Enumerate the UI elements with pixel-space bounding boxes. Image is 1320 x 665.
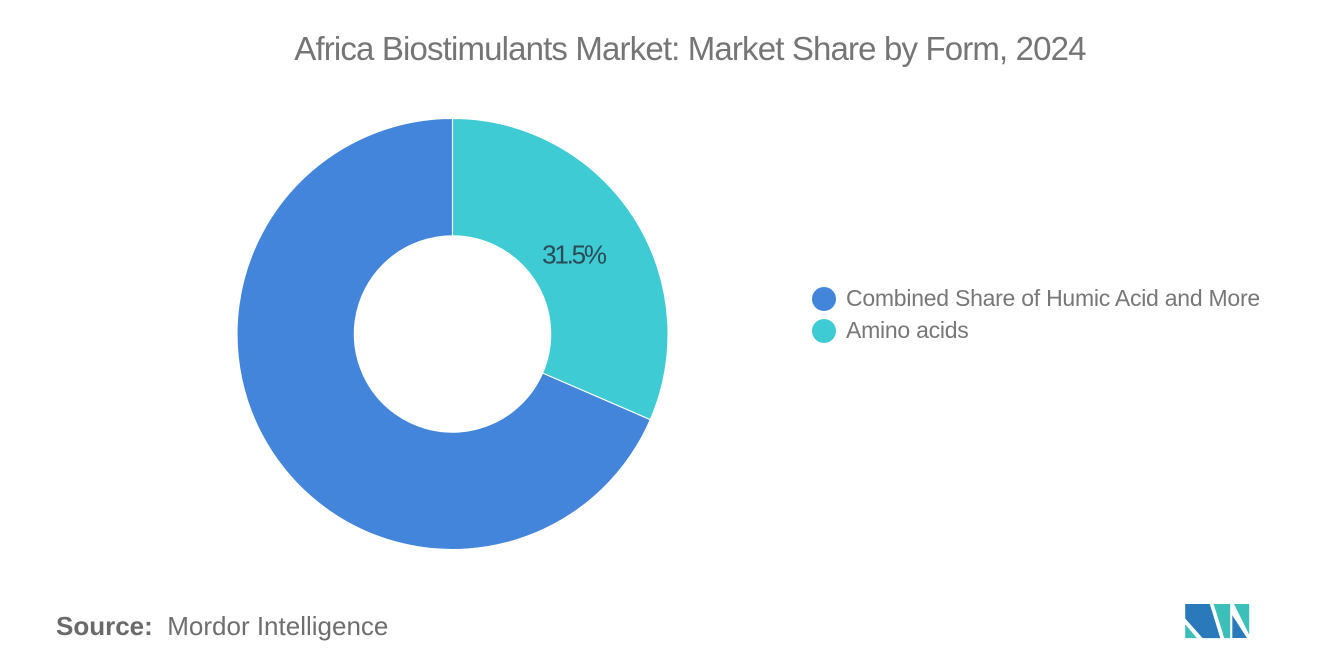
svg-text:31.5%: 31.5% [542, 240, 607, 270]
